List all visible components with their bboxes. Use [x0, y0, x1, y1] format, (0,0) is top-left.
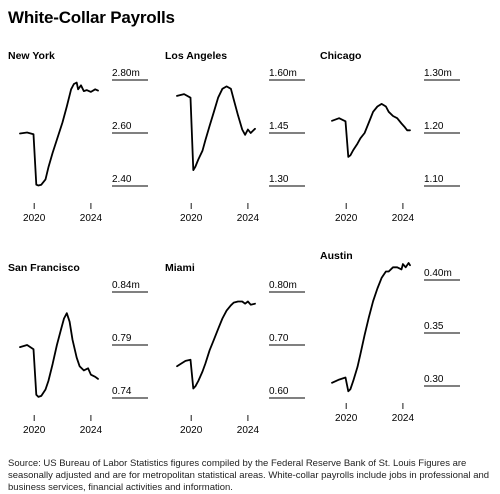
chart-title: White-Collar Payrolls [8, 8, 175, 27]
y-tick-label: 1.30m [424, 68, 452, 79]
y-tick-label: 1.10 [424, 174, 444, 185]
y-tick-label: 1.60m [269, 68, 297, 79]
x-tick-label: 2024 [80, 213, 103, 224]
chart-panel-new-york: New York 2.80m 2.60 2.40 2020 2024 [8, 50, 156, 224]
y-tick-label: 1.45 [269, 121, 289, 132]
x-tick-label: 2020 [335, 413, 358, 424]
x-tick-label: 2024 [237, 213, 260, 224]
x-tick-label: 2024 [237, 425, 260, 436]
x-tick-label: 2020 [23, 425, 46, 436]
chart-panel-los-angeles: Los Angeles 1.60m 1.45 1.30 2020 2024 [165, 50, 313, 224]
chart-panel-san-francisco: San Francisco 0.84m 0.79 0.74 2020 2024 [8, 262, 156, 436]
y-tick-label: 0.30 [424, 374, 444, 385]
line-chart: 1.60m 1.45 1.30 2020 2024 [176, 68, 305, 224]
panel-title: Chicago [320, 50, 362, 62]
panel-title: San Francisco [8, 262, 80, 274]
line-chart: 1.30m 1.20 1.10 2020 2024 [331, 68, 460, 224]
y-tick-label: 0.35 [424, 321, 444, 332]
y-tick-label: 2.40 [112, 174, 132, 185]
series-line [176, 300, 256, 390]
x-tick-label: 2020 [23, 213, 46, 224]
series-line [331, 262, 411, 393]
y-tick-label: 0.70 [269, 333, 289, 344]
x-tick-label: 2024 [80, 425, 103, 436]
panel-title: New York [8, 50, 55, 62]
chart-panel-chicago: Chicago 1.30m 1.20 1.10 2020 2024 [320, 50, 468, 224]
y-tick-label: 0.74 [112, 386, 132, 397]
x-tick-label: 2020 [180, 213, 203, 224]
y-tick-label: 2.80m [112, 68, 140, 79]
y-tick-label: 1.20 [424, 121, 444, 132]
line-chart: 0.84m 0.79 0.74 2020 2024 [19, 280, 148, 436]
y-tick-label: 2.60 [112, 121, 132, 132]
y-tick-label: 0.79 [112, 333, 132, 344]
series-line [19, 312, 99, 398]
x-tick-label: 2024 [392, 213, 415, 224]
y-tick-label: 0.40m [424, 268, 452, 279]
panel-title: Los Angeles [165, 50, 228, 62]
series-line [176, 85, 256, 171]
series-line [19, 81, 99, 187]
series-line [331, 103, 411, 158]
y-tick-label: 0.60 [269, 386, 289, 397]
line-chart: 0.80m 0.70 0.60 2020 2024 [176, 280, 305, 436]
y-tick-label: 0.84m [112, 280, 140, 291]
panel-title: Miami [165, 262, 195, 274]
chart-panel-austin: Austin 0.40m 0.35 0.30 2020 2024 [320, 250, 468, 424]
x-tick-label: 2020 [335, 213, 358, 224]
y-tick-label: 1.30 [269, 174, 289, 185]
y-tick-label: 0.80m [269, 280, 297, 291]
panel-title: Austin [320, 250, 353, 262]
line-chart: 2.80m 2.60 2.40 2020 2024 [19, 68, 148, 224]
chart-panel-miami: Miami 0.80m 0.70 0.60 2020 2024 [165, 262, 313, 436]
line-chart: 0.40m 0.35 0.30 2020 2024 [331, 262, 460, 424]
x-tick-label: 2024 [392, 413, 415, 424]
source-note: Source: US Bureau of Labor Statistics fi… [8, 458, 490, 493]
x-tick-label: 2020 [180, 425, 203, 436]
